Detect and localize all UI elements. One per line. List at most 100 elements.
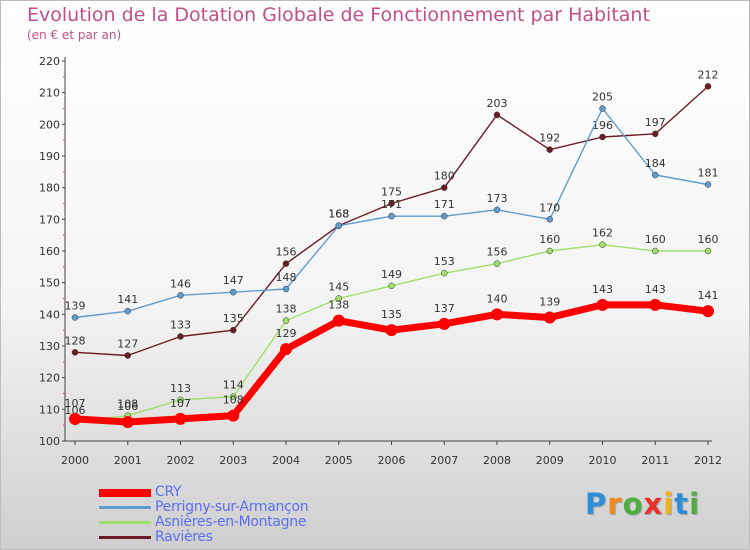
data-label: 160 — [645, 233, 666, 246]
logo-letter: o — [622, 487, 644, 521]
logo-letter: x — [643, 487, 664, 521]
data-point — [704, 181, 712, 188]
y-tick-label: 130 — [39, 340, 60, 353]
data-label: 170 — [539, 201, 560, 214]
logo-letter: i — [689, 487, 701, 521]
chart-legend: CRY Perrigny-sur-Armançon Asnières-en-Mont… — [99, 484, 399, 545]
legend-item: Perrigny-sur-Armançon — [99, 499, 399, 515]
data-label: 162 — [592, 227, 613, 240]
data-point — [599, 133, 606, 141]
data-label: 153 — [434, 255, 455, 268]
y-tick-label: 220 — [39, 55, 60, 68]
data-label: 168 — [328, 208, 349, 221]
data-label: 180 — [434, 170, 455, 183]
data-point — [704, 83, 712, 90]
x-tick-label: 2011 — [641, 454, 669, 467]
data-label: 139 — [539, 296, 560, 309]
y-tick-label: 200 — [39, 118, 60, 131]
logo-letter: r — [607, 487, 623, 521]
x-tick-label: 2002 — [167, 454, 195, 467]
y-tick-label: 100 — [39, 435, 60, 448]
data-label: 184 — [645, 157, 666, 170]
legend-swatch — [99, 536, 151, 539]
legend-swatch — [99, 489, 151, 497]
y-tick-label: 120 — [39, 372, 60, 385]
x-tick-label: 2009 — [536, 454, 564, 467]
data-point — [546, 216, 553, 223]
data-label: 113 — [170, 382, 191, 395]
data-point — [441, 184, 448, 191]
legend-label: CRY — [155, 484, 182, 500]
data-point — [124, 307, 131, 315]
logo-letter: t — [674, 487, 690, 521]
data-point — [230, 288, 237, 296]
data-label: 140 — [487, 292, 508, 305]
data-label: 135 — [381, 308, 402, 321]
data-point — [546, 247, 553, 255]
data-point — [649, 298, 662, 311]
data-point — [493, 111, 501, 119]
data-point — [599, 105, 606, 112]
data-point — [388, 282, 395, 290]
x-tick-label: 2010 — [589, 454, 617, 467]
data-point — [335, 295, 342, 302]
data-point — [596, 298, 609, 311]
legend-swatch — [99, 521, 151, 524]
y-tick-label: 150 — [39, 277, 60, 290]
x-tick-label: 2008 — [483, 454, 511, 467]
data-point — [652, 247, 659, 255]
data-label: 160 — [698, 233, 719, 246]
data-point — [385, 324, 398, 337]
y-tick-label: 210 — [39, 87, 60, 100]
data-point — [282, 317, 290, 324]
data-point — [227, 409, 240, 422]
data-point — [177, 333, 184, 340]
data-label: 145 — [328, 281, 349, 294]
data-point — [71, 314, 79, 321]
data-point — [177, 396, 184, 404]
data-label: 149 — [381, 268, 402, 281]
data-point — [121, 416, 134, 428]
data-label: 156 — [487, 246, 508, 259]
data-label: 141 — [117, 293, 138, 306]
chart-subtitle: (en € et par an) — [27, 28, 122, 42]
x-tick-label: 2006 — [378, 454, 406, 467]
y-tick-label: 180 — [39, 182, 60, 195]
x-tick-label: 2012 — [694, 454, 722, 467]
proxiti-logo: Proxiti — [585, 487, 700, 521]
data-point — [388, 212, 395, 220]
legend-swatch — [99, 506, 151, 509]
data-label: 128 — [65, 334, 86, 347]
data-label: 205 — [592, 91, 613, 104]
data-label: 135 — [223, 312, 244, 325]
logo-letter: P — [585, 487, 608, 521]
data-point — [493, 260, 501, 267]
x-tick-label: 2004 — [272, 454, 300, 467]
data-label: 107 — [170, 397, 191, 410]
data-point — [491, 308, 503, 321]
data-label: 137 — [434, 302, 455, 315]
data-label: 171 — [434, 198, 455, 211]
data-point — [702, 305, 714, 318]
data-label: 192 — [539, 132, 560, 145]
data-point — [438, 317, 451, 330]
legend-item: Asnières-en-Montagne — [99, 514, 399, 530]
data-point — [546, 146, 553, 153]
data-label: 197 — [645, 116, 666, 129]
data-label: 146 — [170, 277, 191, 290]
data-point — [493, 206, 501, 214]
y-tick-label: 170 — [39, 213, 60, 226]
data-label: 138 — [328, 299, 349, 312]
data-label: 106 — [65, 404, 86, 417]
data-label: 139 — [65, 300, 86, 313]
x-tick-label: 2007 — [430, 454, 458, 467]
data-label: 138 — [276, 303, 297, 316]
data-point — [69, 412, 81, 425]
data-label: 108 — [223, 394, 244, 407]
data-label: 171 — [381, 198, 402, 211]
data-label: 181 — [698, 167, 719, 180]
data-point — [282, 260, 290, 267]
x-tick-label: 2005 — [325, 454, 353, 467]
